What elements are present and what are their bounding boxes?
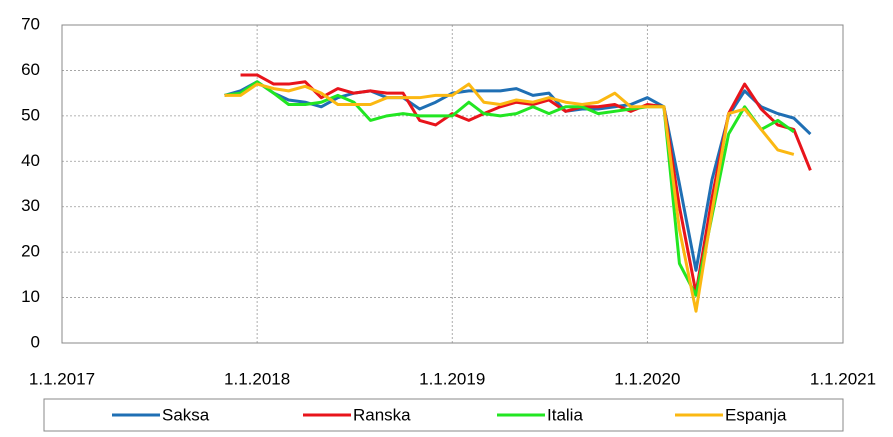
legend-label: Saksa bbox=[162, 405, 210, 424]
y-tick-label: 50 bbox=[21, 105, 40, 124]
y-tick-label: 30 bbox=[21, 196, 40, 215]
y-tick-label: 0 bbox=[31, 332, 40, 351]
y-tick-label: 20 bbox=[21, 242, 40, 261]
y-tick-label: 70 bbox=[21, 14, 40, 33]
legend-label: Ranska bbox=[353, 405, 411, 424]
x-tick-label: 1.1.2018 bbox=[224, 369, 290, 388]
x-tick-label: 1.1.2017 bbox=[29, 369, 95, 388]
y-tick-label: 60 bbox=[21, 60, 40, 79]
legend-label: Espanja bbox=[725, 405, 787, 424]
x-tick-label: 1.1.2019 bbox=[419, 369, 485, 388]
series-line bbox=[224, 82, 795, 313]
x-tick-label: 1.1.2020 bbox=[614, 369, 680, 388]
legend-label: Italia bbox=[547, 405, 583, 424]
plot-frame bbox=[61, 24, 844, 344]
series-line bbox=[224, 80, 795, 297]
x-tick-label: 1.1.2021 bbox=[810, 369, 876, 388]
y-tick-label: 10 bbox=[21, 287, 40, 306]
y-tick-label: 40 bbox=[21, 151, 40, 170]
series-line bbox=[240, 73, 812, 295]
series-line bbox=[224, 80, 812, 272]
